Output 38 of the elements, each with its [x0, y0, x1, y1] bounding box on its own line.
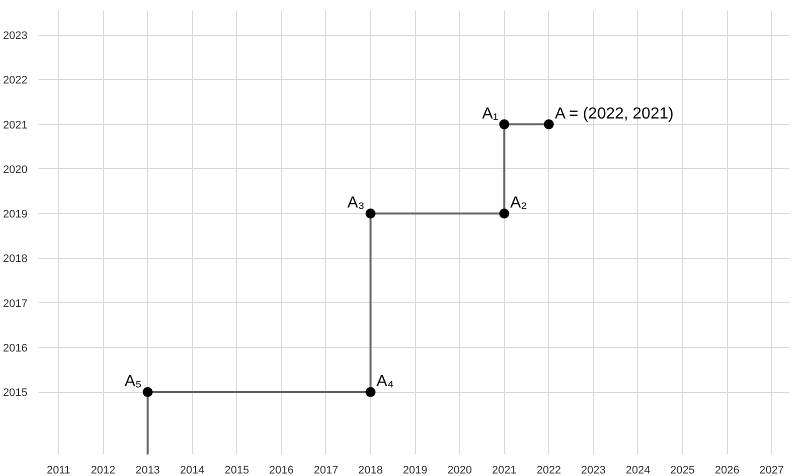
x-tick-label: 2013: [135, 464, 160, 476]
x-tick-label: 2023: [581, 464, 606, 476]
y-tick-label: 2017: [3, 298, 28, 310]
annotation: A = (2022, 2021): [554, 105, 674, 122]
y-tick-label: 2015: [3, 387, 28, 400]
x-tick-label: 2022: [536, 464, 562, 476]
y-tick-label: 2023: [3, 30, 28, 42]
x-tick-label: 2027: [759, 464, 784, 476]
x-tick-label: 2026: [714, 464, 740, 476]
x-tick-label: 2021: [492, 464, 517, 476]
x-tick-label: 2019: [402, 464, 428, 476]
annotation: A₁: [482, 105, 498, 122]
y-tick-label: 2019: [3, 208, 28, 221]
y-tick-label: 2021: [3, 119, 28, 132]
x-tick-label: 2024: [626, 464, 650, 476]
annotation: A₂: [510, 194, 528, 212]
x-tick-label: 2012: [90, 464, 116, 476]
x-tick-label: 2011: [46, 464, 70, 476]
point: [366, 387, 376, 398]
x-tick-label: 2025: [670, 464, 695, 476]
annotation: A₅: [124, 373, 142, 390]
y-tick-label: 2022: [3, 74, 28, 87]
y-tick-label: 2020: [3, 164, 28, 176]
x-tick-label: 2016: [269, 464, 294, 476]
point: [499, 119, 510, 130]
y-tick-label: 2018: [3, 253, 28, 266]
annotation: A₃: [347, 194, 365, 212]
x-tick-label: 2015: [224, 464, 250, 476]
point: [366, 208, 376, 219]
point: [544, 119, 554, 130]
point: [142, 387, 153, 398]
annotation: A₄: [376, 373, 394, 390]
x-tick-label: 2017: [314, 464, 338, 476]
point: [499, 208, 510, 219]
x-tick-label: 2018: [358, 464, 383, 476]
y-tick-label: 2016: [3, 342, 28, 354]
x-tick-label: 2014: [180, 464, 205, 476]
x-tick-label: 2020: [447, 464, 472, 476]
